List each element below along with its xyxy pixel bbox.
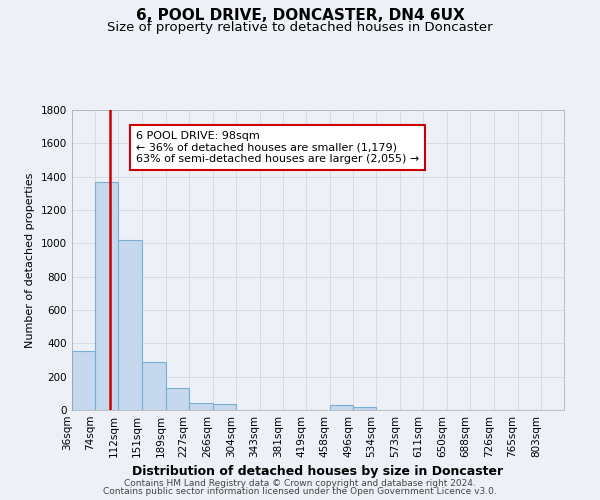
Text: 6 POOL DRIVE: 98sqm
← 36% of detached houses are smaller (1,179)
63% of semi-det: 6 POOL DRIVE: 98sqm ← 36% of detached ho… bbox=[136, 131, 419, 164]
Text: 6, POOL DRIVE, DONCASTER, DN4 6UX: 6, POOL DRIVE, DONCASTER, DN4 6UX bbox=[136, 8, 464, 22]
Text: Size of property relative to detached houses in Doncaster: Size of property relative to detached ho… bbox=[107, 21, 493, 34]
Text: Contains HM Land Registry data © Crown copyright and database right 2024.: Contains HM Land Registry data © Crown c… bbox=[124, 478, 476, 488]
Bar bbox=[166, 388, 189, 410]
Bar bbox=[330, 405, 353, 410]
Y-axis label: Number of detached properties: Number of detached properties bbox=[25, 172, 35, 348]
Bar bbox=[189, 402, 212, 410]
Bar bbox=[142, 362, 166, 410]
Bar bbox=[353, 406, 376, 410]
Bar bbox=[212, 404, 236, 410]
Text: Contains public sector information licensed under the Open Government Licence v3: Contains public sector information licen… bbox=[103, 487, 497, 496]
Bar bbox=[118, 240, 142, 410]
Bar bbox=[72, 351, 95, 410]
X-axis label: Distribution of detached houses by size in Doncaster: Distribution of detached houses by size … bbox=[133, 466, 503, 478]
Bar bbox=[95, 182, 118, 410]
